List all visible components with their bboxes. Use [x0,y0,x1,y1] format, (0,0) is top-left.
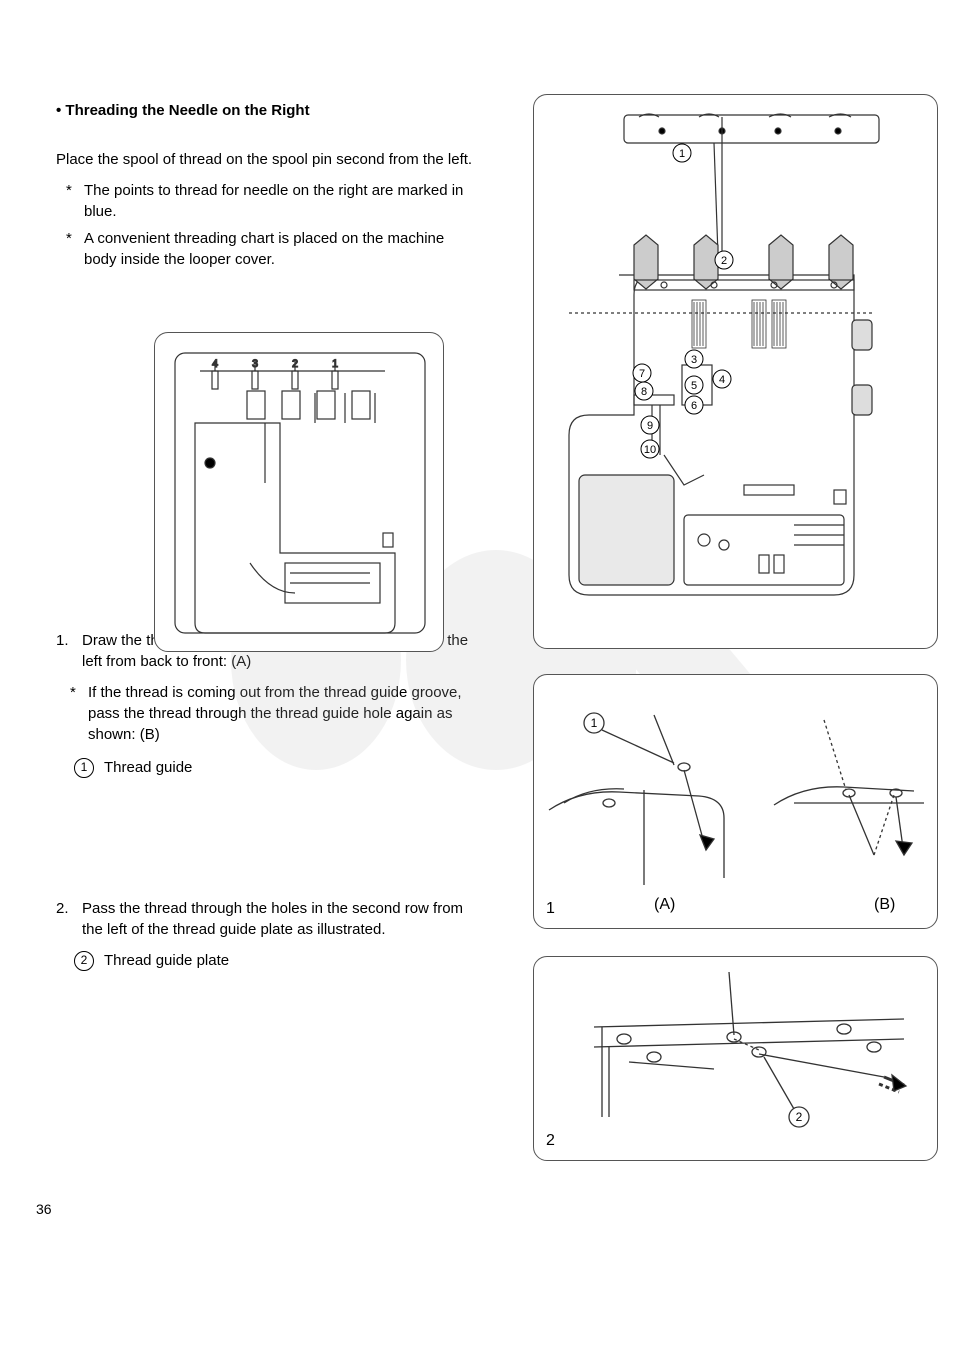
figure-step1: 1 (A) (B) 1 [533,674,938,929]
circled-label-text: Thread guide plate [104,950,229,971]
step-sub-text: If the thread is coming out from the thr… [88,682,476,745]
asterisk-icon: * [66,228,84,270]
page-number: 36 [36,1200,52,1220]
figure-corner-number: 2 [546,1130,555,1152]
step-text: Pass the thread through the holes in the… [82,898,476,940]
figure-corner-number: 1 [546,898,555,920]
bullet-text: The points to thread for needle on the r… [84,180,476,222]
step-item: 2. Pass the thread through the holes in … [56,898,476,940]
callout-number: 2 [796,1110,803,1124]
asterisk-icon: * [66,180,84,222]
circled-label-text: Thread guide [104,757,192,778]
asterisk-icon: * [70,682,88,745]
section-heading: • Threading the Needle on the Right [56,100,476,121]
callout-number: 9 [647,420,653,432]
figure-threading-chart: 4321 [154,332,444,652]
callout-number: 1 [679,148,685,160]
label-a: (A) [654,894,675,916]
callout-number: 8 [641,386,647,398]
circle-number-icon: 2 [74,951,94,971]
step-sub: * If the thread is coming out from the t… [70,682,476,745]
callout-number: 2 [721,255,727,267]
callout-number: 3 [691,354,697,366]
bullet-item: * The points to thread for needle on the… [66,180,476,222]
figure-main-diagram: 1 2 3 4 5 6 7 8 9 10 [533,94,938,649]
bullet-text: A convenient threading chart is placed o… [84,228,476,270]
callout-number: 1 [591,716,598,730]
callout-number: 10 [644,444,656,456]
callout-number: 4 [719,374,725,386]
step-number: 2. [56,898,82,940]
circled-label: 2 Thread guide plate [74,950,476,971]
label-b: (B) [874,894,895,916]
circle-number-icon: 1 [74,758,94,778]
page: • Threading the Needle on the Right Plac… [56,100,914,1300]
circled-label: 1 Thread guide [74,757,476,778]
step-number: 1. [56,630,82,672]
bullet-item: * A convenient threading chart is placed… [66,228,476,270]
callout-number: 6 [691,400,697,412]
callout-number: 5 [691,380,697,392]
figure-step2: 2 2 [533,956,938,1161]
callout-number: 7 [639,368,645,380]
intro-paragraph: Place the spool of thread on the spool p… [56,149,476,170]
